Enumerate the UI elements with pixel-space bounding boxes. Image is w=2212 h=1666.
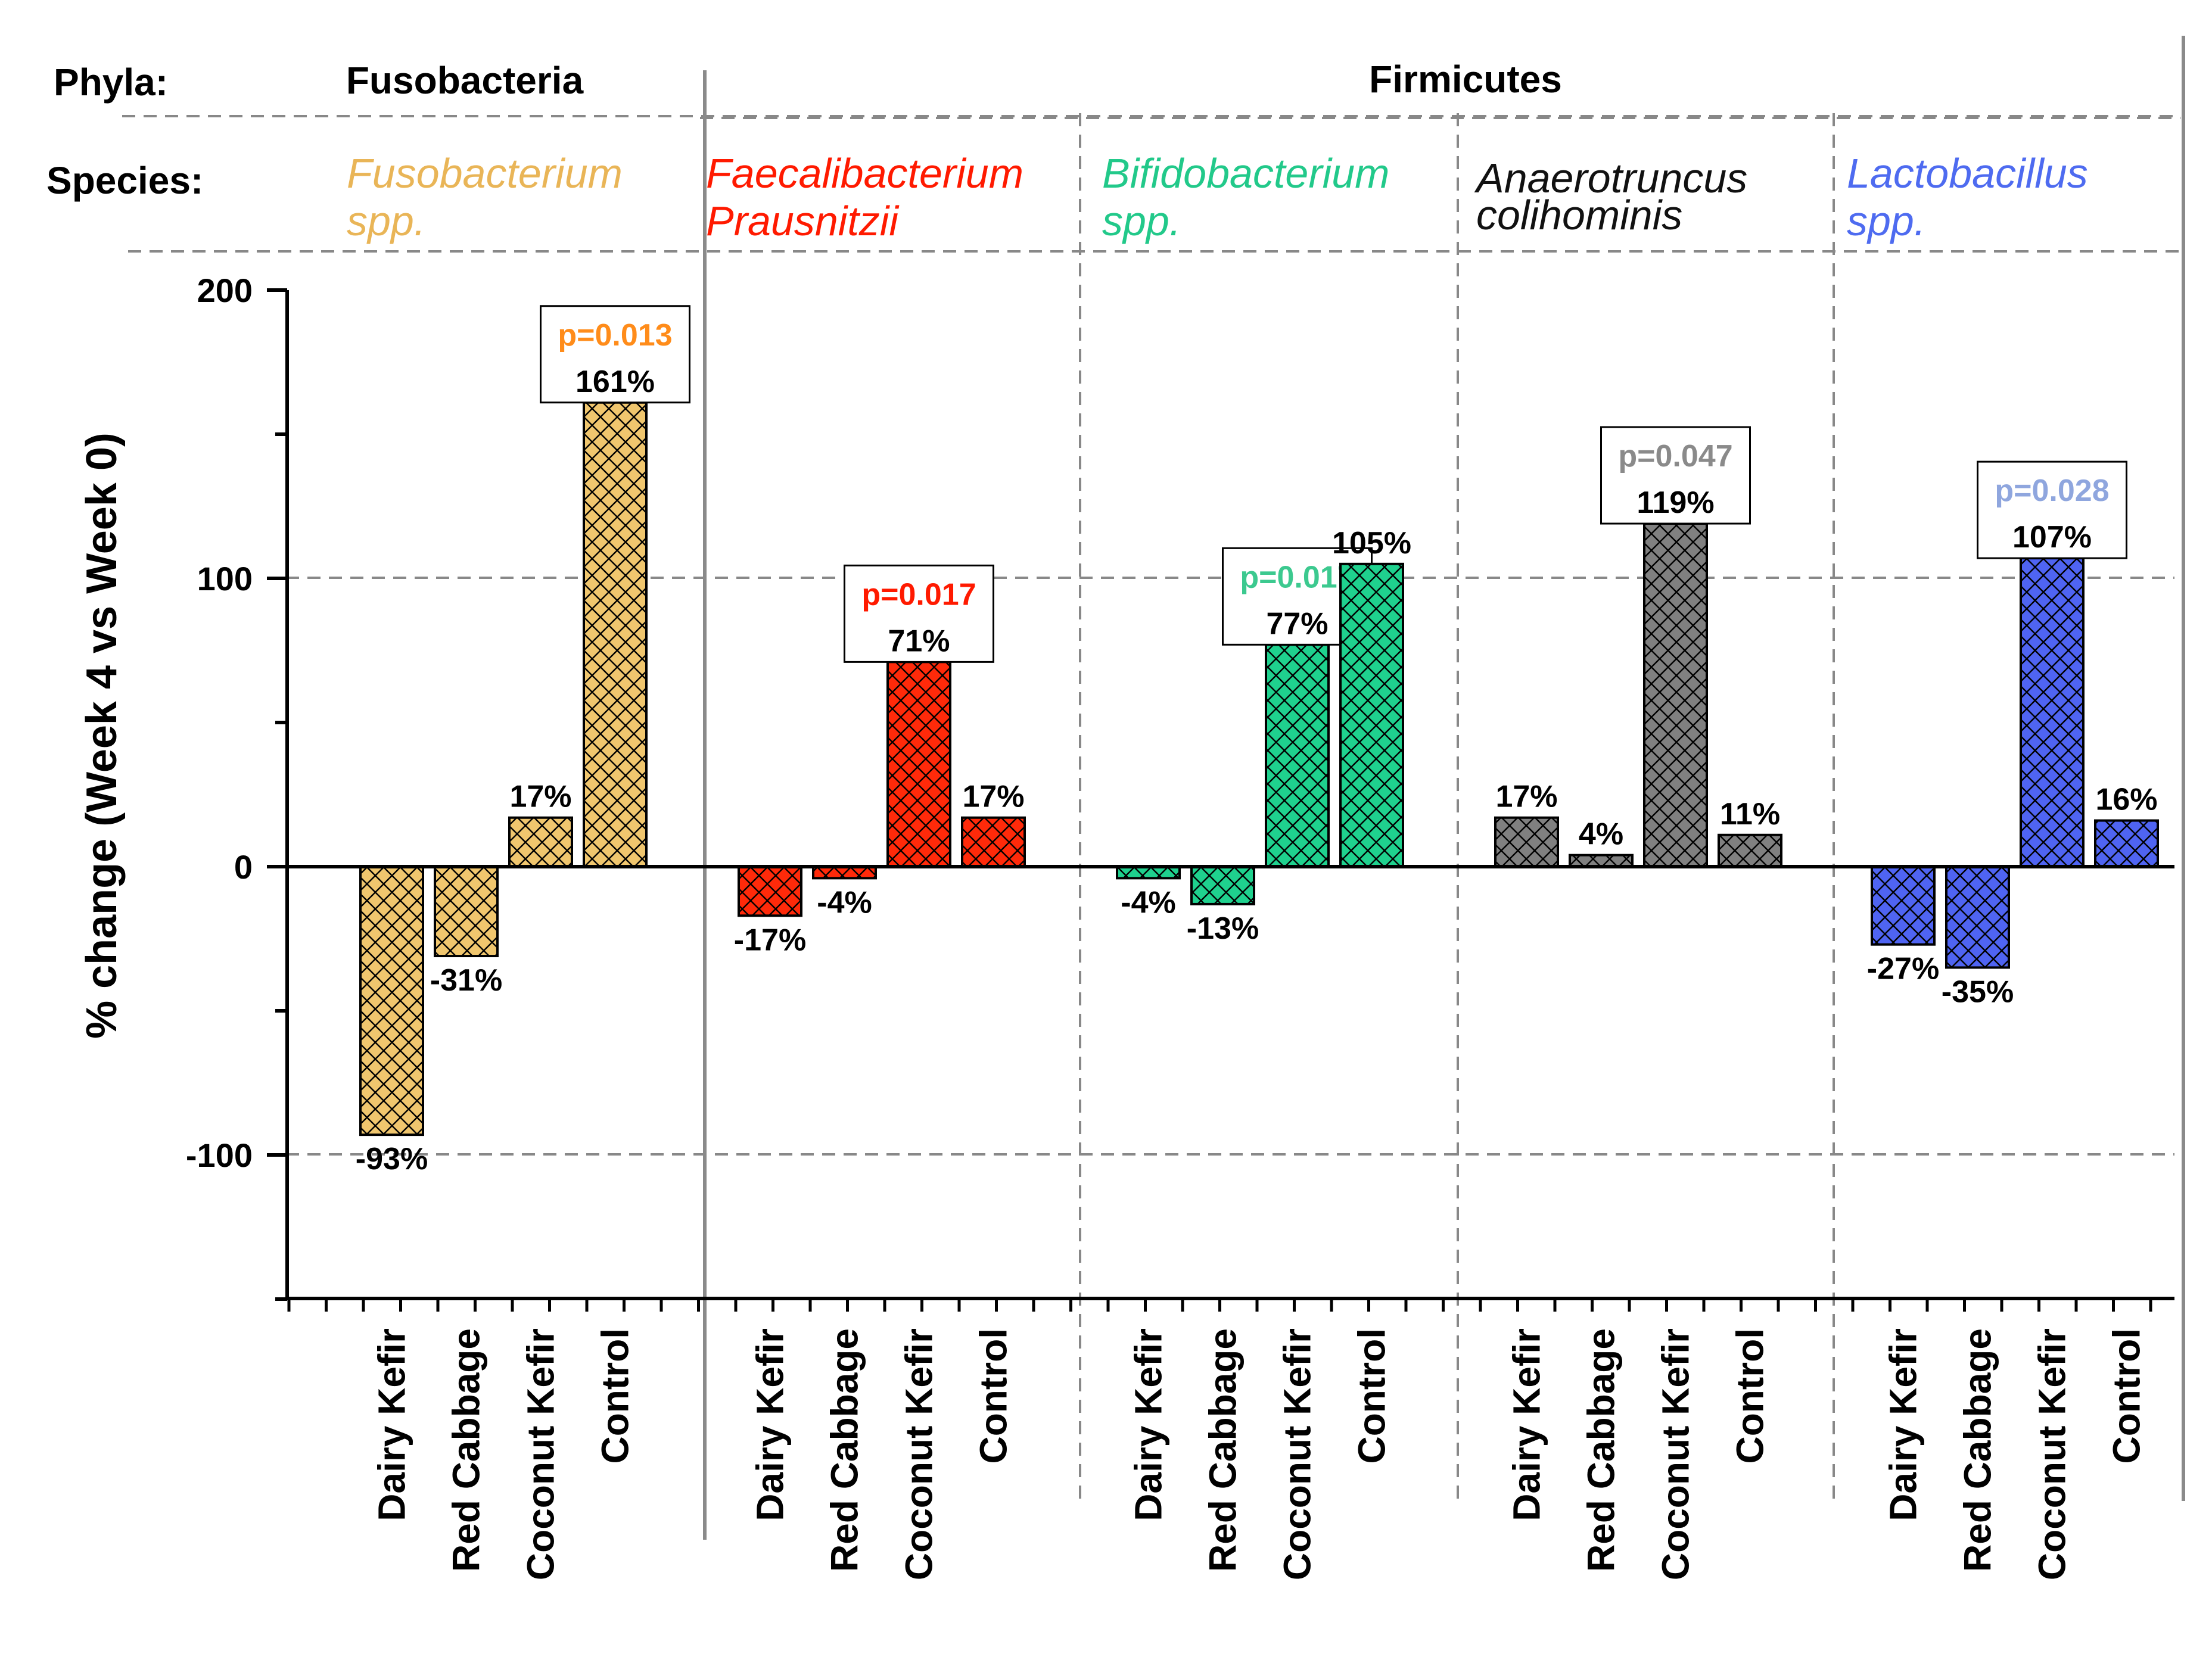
phylum-label-fusobacteria: Fusobacteria bbox=[346, 59, 584, 102]
x-axis-ticks bbox=[287, 1298, 2152, 1312]
bar-anaerotruncus-dairy-kefir bbox=[1494, 816, 1559, 868]
species-qualifier: spp. bbox=[1102, 198, 1181, 244]
bar-value-label: -35% bbox=[1942, 974, 2014, 1009]
bar-fusobacterium-control bbox=[583, 401, 648, 868]
species-name: Lactobacillus bbox=[1847, 150, 2088, 197]
bar-fusobacterium-dairy-kefir bbox=[359, 865, 424, 1136]
x-category-label: Red Cabbage bbox=[1956, 1328, 1999, 1572]
bar-value-label: -27% bbox=[1867, 952, 1939, 986]
bar-fusobacterium-red-cabbage bbox=[434, 865, 499, 958]
bar-value-label: 107% bbox=[2012, 520, 2092, 555]
species-qualifier: Prausnitzii bbox=[706, 198, 900, 244]
x-category-label: Control bbox=[594, 1328, 637, 1464]
bar-value-label: 11% bbox=[1720, 797, 1780, 832]
species-label-faecalibacterium: Faecalibacterium Prausnitzii bbox=[706, 150, 1023, 244]
p-value-label: p=0.047 bbox=[1618, 439, 1732, 474]
species-name: Fusobacterium bbox=[347, 150, 623, 197]
bar-bifidobacterium-control bbox=[1339, 562, 1404, 868]
x-category-label: Red Cabbage bbox=[823, 1328, 866, 1572]
x-category-label: Red Cabbage bbox=[1580, 1328, 1623, 1572]
species-qualifier: spp. bbox=[347, 198, 425, 244]
p-value-label: p=0.028 bbox=[1995, 474, 2109, 508]
species-label-fusobacterium: Fusobacterium spp. bbox=[347, 150, 623, 244]
x-category-label: Coconut Kefir bbox=[898, 1328, 941, 1580]
bar-lactobacillus-coconut-kefir bbox=[2020, 557, 2085, 868]
p-value-label: p=0.013 bbox=[558, 318, 672, 353]
species-name: Anaerotruncus bbox=[1474, 155, 1747, 201]
bar-faecalibacterium-control bbox=[961, 816, 1026, 868]
bar-bifidobacterium-coconut-kefir bbox=[1265, 643, 1330, 868]
phylum-label-firmicutes: Firmicutes bbox=[1369, 58, 1562, 101]
bar-value-label: 17% bbox=[962, 780, 1024, 814]
x-category-label: Control bbox=[1351, 1328, 1393, 1464]
bar-anaerotruncus-control bbox=[1718, 833, 1782, 868]
species-name: Bifidobacterium bbox=[1102, 150, 1389, 197]
bar-value-label: 17% bbox=[1495, 780, 1557, 814]
x-category-label: Red Cabbage bbox=[445, 1328, 488, 1572]
species-header-label: Species: bbox=[46, 159, 203, 202]
y-tick-label: 0 bbox=[234, 848, 253, 886]
species-label-lactobacillus: Lactobacillus spp. bbox=[1847, 150, 2088, 244]
x-category-label: Coconut Kefir bbox=[519, 1328, 562, 1580]
bar-fusobacterium-coconut-kefir bbox=[508, 816, 573, 868]
bar-value-label: 77% bbox=[1266, 606, 1328, 641]
bar-lactobacillus-control bbox=[2094, 819, 2159, 868]
x-category-label: Dairy Kefir bbox=[1505, 1328, 1548, 1521]
x-category-label: Coconut Kefir bbox=[1276, 1328, 1319, 1580]
x-category-label: Dairy Kefir bbox=[371, 1328, 413, 1521]
x-category-label: Control bbox=[972, 1328, 1015, 1464]
bar-value-label: -31% bbox=[430, 963, 502, 998]
species-label-anaerotruncus: Anaerotruncus colihominis bbox=[1474, 155, 1747, 238]
phyla-header-label: Phyla: bbox=[54, 61, 168, 104]
bar-value-label: -4% bbox=[817, 885, 872, 920]
bar-value-label: 17% bbox=[509, 780, 571, 814]
p-value-box bbox=[540, 305, 690, 404]
p-value-box bbox=[844, 564, 994, 663]
x-category-label: Control bbox=[2105, 1328, 2148, 1464]
x-axis-category-labels: Dairy Kefir Red Cabbage Coconut Kefir Contr… bbox=[371, 1328, 2148, 1580]
bar-value-label: -4% bbox=[1121, 885, 1175, 920]
bar-faecalibacterium-coconut-kefir bbox=[886, 661, 951, 868]
x-category-label: Dairy Kefir bbox=[1127, 1328, 1170, 1521]
bar-value-label: 4% bbox=[1579, 817, 1623, 852]
x-category-label: Coconut Kefir bbox=[1654, 1328, 1697, 1580]
bar-anaerotruncus-coconut-kefir bbox=[1643, 522, 1708, 868]
y-tick-label: 100 bbox=[197, 560, 253, 597]
bar-value-label: 119% bbox=[1637, 485, 1714, 520]
p-value-box bbox=[1977, 460, 2127, 559]
y-tick-label: 200 bbox=[197, 272, 253, 309]
bar-value-label: -13% bbox=[1187, 911, 1259, 946]
bar-lactobacillus-red-cabbage bbox=[1945, 865, 2010, 969]
p-value-label: p=0.017 bbox=[861, 577, 976, 612]
bar-lactobacillus-dairy-kefir bbox=[1871, 865, 1936, 946]
species-label-bifidobacterium: Bifidobacterium spp. bbox=[1102, 150, 1389, 244]
bar-value-label: -17% bbox=[734, 923, 806, 957]
bar-value-label: 161% bbox=[575, 365, 655, 399]
bar-value-label: 105% bbox=[1332, 526, 1411, 560]
x-category-label: Dairy Kefir bbox=[1882, 1328, 1925, 1521]
plot-area: -93%-31%17%161%161%p=0.013-17%-4%71%71%p… bbox=[356, 305, 2159, 1176]
bar-bifidobacterium-red-cabbage bbox=[1190, 865, 1255, 905]
x-category-label: Coconut Kefir bbox=[2031, 1328, 2074, 1580]
y-axis: -100 0 100 200 bbox=[186, 272, 289, 1301]
x-category-label: Red Cabbage bbox=[1202, 1328, 1245, 1572]
y-axis-label: % change (Week 4 vs Week 0) bbox=[78, 432, 126, 1039]
bar-value-label: -93% bbox=[356, 1142, 428, 1176]
x-category-label: Dairy Kefir bbox=[749, 1328, 792, 1521]
p-value-label: p=0.017 bbox=[1240, 560, 1354, 594]
bar-faecalibacterium-dairy-kefir bbox=[738, 865, 802, 917]
bar-value-label: 71% bbox=[888, 624, 950, 658]
p-value-box bbox=[1600, 426, 1751, 525]
bar-value-label: 16% bbox=[2095, 783, 2157, 817]
species-name: Faecalibacterium bbox=[706, 150, 1023, 197]
y-tick-label: -100 bbox=[186, 1136, 253, 1174]
species-qualifier: colihominis bbox=[1476, 192, 1682, 238]
x-category-label: Control bbox=[1729, 1328, 1772, 1464]
species-qualifier: spp. bbox=[1847, 198, 1925, 244]
